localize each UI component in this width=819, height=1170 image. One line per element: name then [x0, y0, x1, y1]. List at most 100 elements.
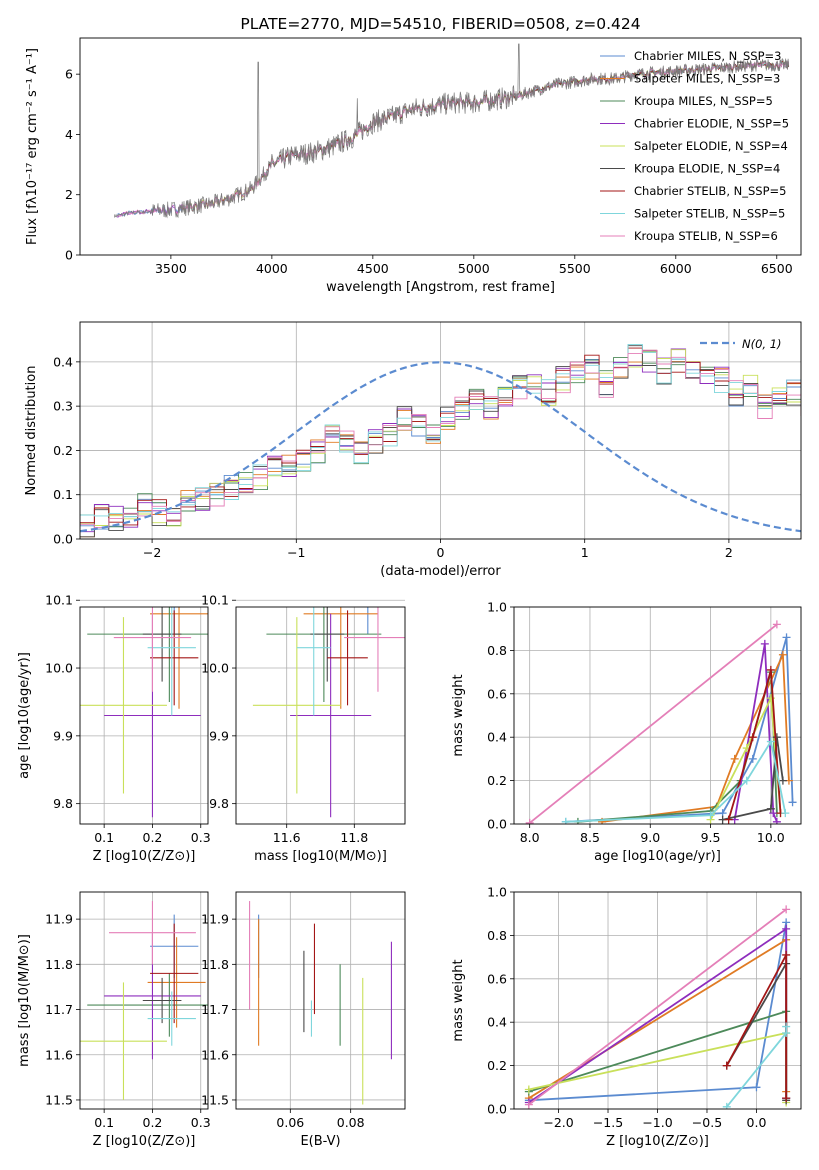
- weight-line: [529, 623, 778, 824]
- spectrum-legend: Chabrier MILES, N_SSP=3 Salpeter MILES, N…: [600, 49, 789, 243]
- x-tick-label: −1.5: [593, 1115, 623, 1130]
- x-tick-label: 0.2: [143, 1115, 163, 1130]
- x-tick-label: 11.8: [340, 830, 368, 845]
- weight-point: [706, 811, 715, 820]
- weight-point: [524, 1100, 533, 1109]
- weight-line: [601, 654, 790, 823]
- x-axis-label: (data-model)/error: [380, 564, 501, 579]
- weight-point: [766, 665, 775, 674]
- x-tick-label: −2: [143, 545, 161, 560]
- axes-frame: [79, 606, 209, 825]
- y-tick-label: 9.9: [209, 728, 229, 743]
- x-tick-label: 8.5: [580, 830, 600, 845]
- y-tick-label: 10.1: [45, 593, 73, 608]
- weight-point: [788, 798, 797, 807]
- residual-histogram: [80, 350, 801, 530]
- weight-line: [565, 637, 794, 823]
- legend-label: Salpeter STELIB, N_SSP=5: [634, 207, 785, 221]
- normal-curve: [80, 361, 801, 533]
- y-tick-label: 11.6: [45, 1047, 73, 1062]
- x-tick-label: 1: [581, 545, 589, 560]
- plot-area: [525, 620, 797, 824]
- weight-point: [781, 809, 790, 818]
- weight-point: [748, 754, 757, 763]
- panel-weight-vs-age: 8.0 8.5 9.0 9.5 10.0 0.0 0.2 0.4 0.6 0.8 1.0 age [l…: [451, 600, 802, 864]
- panel-mass-vs-Z: 0.1 0.2 0.3 11.5 11.6 11.7 11.8 11.9 Z [log10(Z/…: [17, 891, 211, 1149]
- x-tick-label: −2.0: [543, 1115, 573, 1130]
- x-tick-label: 0: [437, 545, 445, 560]
- x-tick-label: −1.0: [642, 1115, 672, 1130]
- legend-label: Salpeter ELODIE, N_SSP=4: [634, 139, 788, 153]
- x-tick-label: 8.0: [520, 830, 540, 845]
- y-tick-label: 0.4: [487, 730, 507, 745]
- y-tick-label: 11.6: [201, 1047, 229, 1062]
- x-tick-label: −1: [287, 545, 305, 560]
- y-tick-label: 0.1: [53, 487, 73, 502]
- x-axis-label: E(B-V): [300, 1134, 340, 1149]
- y-tick-label: 0.2: [53, 443, 73, 458]
- x-tick-label: 5500: [559, 261, 591, 276]
- y-tick-label: 9.8: [53, 796, 73, 811]
- y-tick-label: 0.8: [487, 928, 507, 943]
- x-tick-label: 0.06: [276, 1115, 304, 1130]
- weight-point: [782, 950, 791, 959]
- residual-histogram: [80, 345, 801, 538]
- y-tick-label: 0.3: [53, 399, 73, 414]
- y-tick-label: 11.5: [45, 1092, 73, 1107]
- weight-point: [772, 620, 781, 629]
- y-tick-label: 0.0: [487, 1102, 507, 1117]
- weight-line: [727, 669, 782, 820]
- x-tick-label: 0.1: [94, 1115, 114, 1130]
- panel-age-vs-Z: 0.1 0.2 0.3 9.8 9.9 10.0 10.1 Z [log10(Z/Z⊙)] ag…: [17, 593, 211, 864]
- axes-frame: [235, 891, 406, 1110]
- y-tick-label: 11.8: [45, 957, 73, 972]
- plot-area: [252, 607, 405, 818]
- y-tick-label: 0.6: [487, 971, 507, 986]
- y-tick-label: 10.0: [201, 661, 229, 676]
- residual-histogram: [80, 349, 801, 528]
- axes-frame: [79, 321, 802, 540]
- weight-point: [722, 1061, 731, 1070]
- x-tick-label: 9.0: [640, 830, 660, 845]
- x-tick-label: 4500: [357, 261, 389, 276]
- weight-line: [528, 908, 787, 1106]
- x-axis-label: Z [log10(Z/Z⊙)]: [93, 849, 196, 864]
- y-axis-label: mass weight: [451, 674, 466, 756]
- y-tick-label: 11.7: [201, 1002, 229, 1017]
- plot-area: [80, 607, 208, 818]
- axes-frame: [79, 37, 802, 256]
- observed-spectrum-line: [113, 43, 790, 219]
- legend-label: Chabrier MILES, N_SSP=3: [634, 49, 781, 63]
- x-tick-label: 0.08: [337, 1115, 365, 1130]
- residual-histogram: [80, 349, 801, 527]
- y-tick-label: 0.2: [487, 1058, 507, 1073]
- y-axis-label: Flux [fλ10⁻¹⁷ erg cm⁻² s⁻¹ A⁻¹]: [25, 48, 40, 245]
- weight-line: [565, 739, 787, 823]
- panel-spectrum: 3500 4000 4500 5000 5500 6000 6500 0 2 4 6 waveleng…: [25, 15, 802, 295]
- panel-age-vs-mass: 11.6 11.8 9.8 9.9 10.0 10.1 mass [log10(M/M⊙)]: [201, 593, 406, 864]
- weight-point: [782, 1022, 791, 1031]
- weight-point: [766, 737, 775, 746]
- legend-label: Chabrier STELIB, N_SSP=5: [634, 184, 786, 198]
- x-tick-label: 3500: [155, 261, 187, 276]
- plot-area: [113, 43, 790, 219]
- chart-title: PLATE=2770, MJD=54510, FIBERID=0508, z=0…: [240, 15, 640, 33]
- y-tick-label: 11.5: [201, 1092, 229, 1107]
- weight-point: [561, 817, 570, 824]
- panel-weight-vs-Z: −2.0 −1.5 −1.0 −0.5 0.0 0.0 0.2 0.4 0.6 0.8 1.0 Z […: [451, 885, 802, 1149]
- y-tick-label: 0.6: [487, 686, 507, 701]
- weight-point: [760, 639, 769, 648]
- panel-residuals: −2 −1 0 1 2 0.0 0.1 0.2 0.3 0.4 (data-model)/error…: [24, 321, 802, 579]
- weight-point: [782, 924, 791, 933]
- x-tick-label: 0.0: [747, 1115, 767, 1130]
- axes-frame: [235, 606, 406, 825]
- weight-point: [778, 776, 787, 785]
- residual-histogram: [80, 357, 801, 528]
- weight-point: [782, 1094, 791, 1103]
- weight-point: [778, 650, 787, 659]
- plot-area: [524, 905, 791, 1109]
- x-tick-label: 5000: [458, 261, 490, 276]
- weight-point: [782, 905, 791, 914]
- y-tick-label: 9.8: [209, 796, 229, 811]
